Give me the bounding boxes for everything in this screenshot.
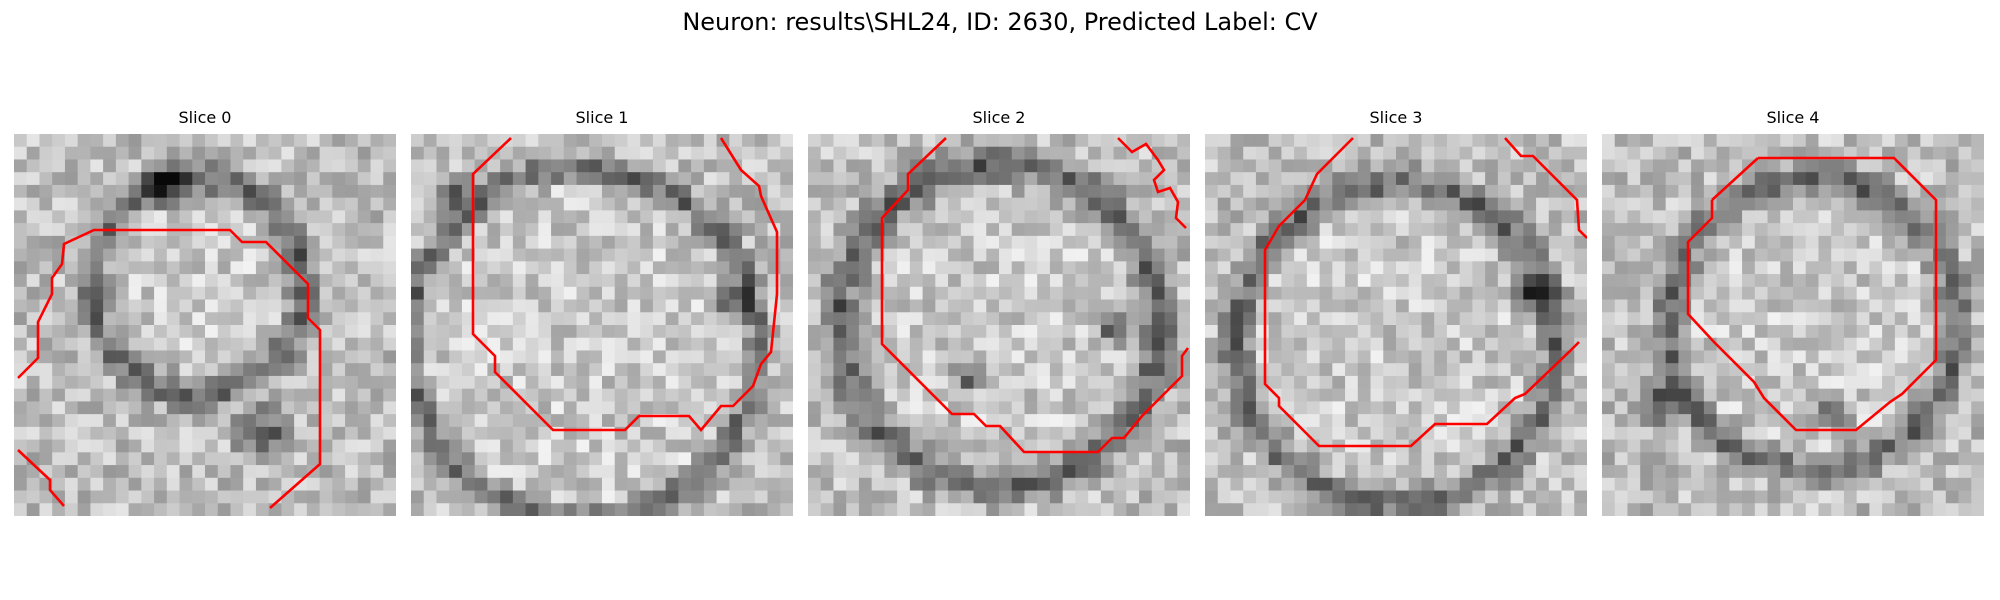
slice-panel-4: Slice 4	[1602, 108, 1984, 518]
contour-line	[471, 137, 779, 433]
slice-title: Slice 1	[575, 108, 629, 127]
contour-line	[17, 449, 65, 507]
contour-line	[1504, 137, 1587, 239]
slice-image	[411, 134, 793, 516]
contour-line	[1263, 137, 1580, 448]
slice-title: Slice 2	[972, 108, 1026, 127]
figure-title: Neuron: results\SHL24, ID: 2630, Predict…	[682, 8, 1318, 36]
slice-panel-3: Slice 3	[1205, 108, 1587, 518]
slice-image	[14, 134, 396, 516]
contour-line	[880, 137, 1190, 454]
slice-title: Slice 0	[178, 108, 232, 127]
contour-line	[17, 228, 322, 509]
contour-line	[1711, 157, 1759, 201]
pixel-grid	[1602, 134, 1984, 516]
slice-image	[808, 134, 1190, 516]
pixel-grid	[14, 134, 396, 516]
contour-line	[1686, 156, 1938, 432]
pixel-grid	[808, 134, 1190, 516]
pixel-grid	[411, 134, 793, 516]
pixel-grid	[1205, 134, 1587, 516]
slice-image	[1205, 134, 1587, 516]
slice-title: Slice 3	[1369, 108, 1423, 127]
slice-title: Slice 4	[1766, 108, 1820, 127]
slice-panel-0: Slice 0	[14, 108, 396, 518]
slice-panel-2: Slice 2	[808, 108, 1190, 518]
contour-line	[1117, 137, 1187, 229]
slice-image	[1602, 134, 1984, 516]
slice-panel-1: Slice 1	[411, 108, 793, 518]
